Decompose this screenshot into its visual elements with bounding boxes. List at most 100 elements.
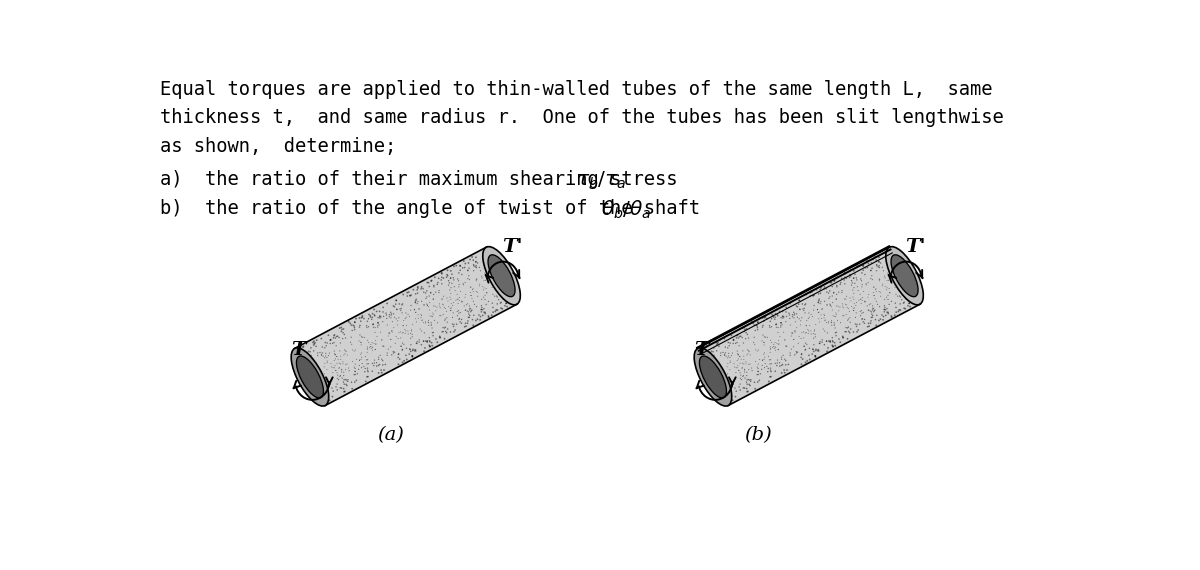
Point [800, 344, 820, 353]
Point [318, 339, 337, 348]
Point [823, 336, 842, 345]
Point [432, 327, 451, 336]
Point [322, 359, 341, 368]
Point [446, 261, 466, 270]
Point [854, 287, 874, 296]
Point [766, 315, 785, 324]
Point [780, 348, 799, 357]
Point [815, 311, 834, 320]
Point [346, 367, 365, 376]
Point [696, 343, 715, 352]
Point [461, 282, 480, 291]
Point [725, 359, 744, 368]
Point [824, 320, 844, 329]
Point [294, 342, 313, 351]
Point [430, 288, 449, 297]
Point [836, 274, 856, 283]
Point [804, 291, 823, 300]
Point [794, 306, 814, 315]
Point [798, 329, 817, 338]
Point [818, 343, 838, 352]
Point [718, 378, 737, 387]
Point [469, 282, 488, 291]
Point [468, 258, 487, 267]
Point [757, 333, 776, 342]
Point [394, 316, 413, 325]
Point [436, 304, 455, 313]
Point [805, 327, 824, 336]
Point [408, 297, 427, 306]
Point [439, 276, 458, 285]
Point [433, 295, 452, 304]
Point [310, 386, 329, 396]
Point [461, 288, 480, 297]
Point [716, 372, 736, 381]
Point [863, 302, 882, 311]
Point [466, 258, 485, 267]
Point [366, 323, 385, 332]
Point [421, 288, 440, 297]
Point [444, 262, 463, 271]
Point [352, 349, 371, 359]
Point [804, 345, 823, 354]
Point [713, 386, 732, 395]
Point [334, 368, 353, 377]
Point [877, 283, 896, 292]
Point [330, 359, 349, 368]
Point [815, 340, 834, 349]
Point [475, 308, 494, 317]
Point [434, 334, 454, 343]
Text: as shown,  determine;: as shown, determine; [160, 137, 396, 156]
Point [871, 292, 890, 301]
Point [336, 365, 355, 374]
Point [844, 266, 863, 275]
Point [374, 342, 394, 351]
Point [775, 335, 794, 344]
Point [358, 348, 377, 357]
Point [805, 325, 824, 335]
Point [304, 340, 323, 349]
Point [367, 358, 386, 367]
Point [871, 288, 890, 297]
Point [853, 262, 872, 271]
Point [402, 325, 421, 335]
Point [362, 309, 382, 318]
Point [824, 276, 844, 286]
Point [823, 342, 842, 351]
Point [858, 278, 877, 287]
Point [878, 309, 898, 318]
Point [432, 272, 451, 282]
Point [803, 291, 822, 300]
Point [426, 288, 445, 297]
Point [335, 345, 354, 355]
Point [900, 299, 919, 308]
Point [809, 298, 828, 307]
Point [763, 311, 782, 320]
Point [728, 331, 748, 340]
Point [406, 308, 425, 317]
Point [456, 290, 475, 299]
Point [364, 361, 383, 370]
Point [840, 307, 859, 316]
Point [829, 335, 848, 344]
Point [382, 311, 401, 320]
Point [810, 295, 829, 304]
Point [881, 288, 900, 298]
Point [461, 291, 480, 300]
Point [332, 368, 352, 377]
Point [353, 312, 372, 321]
Point [784, 335, 803, 344]
Point [478, 270, 497, 279]
Point [438, 271, 457, 280]
Point [806, 320, 826, 329]
Point [367, 332, 386, 341]
Point [894, 272, 913, 282]
Point [770, 358, 790, 367]
Point [403, 285, 422, 294]
Point [785, 327, 804, 336]
Point [860, 319, 880, 328]
Point [800, 288, 820, 297]
Point [330, 372, 349, 381]
Point [708, 339, 727, 348]
Point [811, 310, 830, 319]
